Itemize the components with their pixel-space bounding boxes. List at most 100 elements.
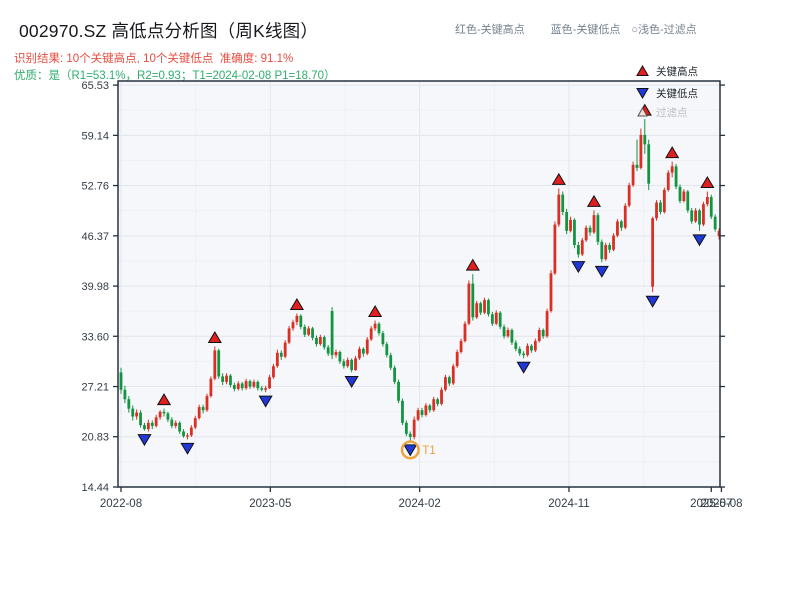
y-tick-label: 65.53 bbox=[81, 80, 109, 92]
candle-body bbox=[397, 381, 400, 401]
y-tick-label: 39.98 bbox=[81, 281, 109, 293]
candle-body bbox=[440, 389, 443, 404]
key-low-marker bbox=[692, 234, 707, 247]
y-tick-label: 52.76 bbox=[81, 181, 109, 193]
legend-label-filtered: 过滤点 bbox=[656, 106, 688, 119]
candle-body bbox=[490, 314, 494, 324]
candle-body bbox=[643, 134, 647, 145]
candle-body bbox=[307, 328, 311, 335]
candle-body bbox=[608, 245, 612, 250]
candle-body bbox=[361, 348, 365, 354]
key-low-marker bbox=[344, 375, 359, 388]
candle-body bbox=[408, 433, 412, 437]
candle-body bbox=[244, 381, 248, 389]
key-low-legend-icon bbox=[636, 88, 649, 99]
candle-body bbox=[264, 388, 268, 390]
candle-body bbox=[201, 407, 205, 411]
candle-body bbox=[514, 342, 518, 349]
result-line: 识别结果: 10个关键高点, 10个关键低点 准确度: 91.1% bbox=[14, 53, 294, 65]
candle-body bbox=[670, 166, 674, 173]
candle-body bbox=[659, 202, 662, 212]
candle-body bbox=[385, 344, 389, 356]
candle-body bbox=[674, 166, 678, 187]
candle-body bbox=[358, 348, 361, 359]
candle-body bbox=[209, 378, 213, 397]
candle-body bbox=[600, 241, 604, 260]
candle-body bbox=[690, 210, 694, 222]
candle-body bbox=[260, 388, 264, 390]
candle-body bbox=[526, 345, 529, 356]
key-high-marker bbox=[207, 331, 222, 344]
candle-body bbox=[639, 134, 643, 168]
legend-item-key-high: 关键高点 bbox=[636, 62, 698, 80]
candle-body bbox=[444, 377, 447, 390]
candle-body bbox=[186, 435, 189, 437]
t1-label: T1 bbox=[422, 445, 435, 457]
candle-body bbox=[494, 312, 498, 324]
candle-body bbox=[451, 366, 455, 384]
key-low-marker bbox=[594, 265, 609, 278]
candle-body bbox=[217, 350, 221, 377]
candle-body bbox=[510, 329, 514, 343]
candle-body bbox=[635, 164, 639, 168]
candle-body bbox=[197, 407, 201, 419]
candle-body bbox=[354, 358, 357, 371]
candle-body bbox=[561, 194, 565, 212]
key-low-marker bbox=[571, 261, 586, 274]
candle-body bbox=[139, 412, 142, 426]
key-high-marker bbox=[551, 172, 566, 185]
candle-body bbox=[592, 215, 596, 233]
candle-body bbox=[240, 383, 244, 389]
key-low-marker bbox=[516, 361, 531, 374]
candle-body bbox=[119, 372, 123, 390]
page-title: 002970.SZ 高低点分析图（周K线图） bbox=[19, 21, 319, 41]
legend-item-filtered: 过滤点 bbox=[636, 103, 688, 121]
candle-body bbox=[166, 413, 170, 420]
key-high-marker bbox=[465, 258, 480, 271]
candle-body bbox=[565, 211, 569, 231]
candle-body bbox=[588, 227, 592, 233]
legend-label-key-high: 关键高点 bbox=[656, 65, 698, 78]
candle-body bbox=[154, 417, 158, 426]
candle-body bbox=[709, 197, 713, 217]
candle-body bbox=[256, 381, 260, 389]
candle-body bbox=[182, 431, 185, 437]
candle-body bbox=[666, 172, 670, 190]
plot-area bbox=[118, 81, 720, 487]
candle-body bbox=[189, 427, 193, 436]
candle-body bbox=[557, 194, 561, 225]
candle-body bbox=[272, 366, 275, 378]
candle-body bbox=[334, 352, 338, 356]
candle-body bbox=[428, 405, 432, 411]
candle-body bbox=[221, 376, 225, 382]
candle-body bbox=[146, 422, 150, 430]
quality-line: 优质：是（R1=53.1%，R2=0.93；T1=2024-02-08 P1=1… bbox=[14, 70, 336, 82]
candle-body bbox=[518, 348, 522, 354]
candle-body bbox=[698, 210, 701, 225]
candle-body bbox=[463, 323, 467, 341]
legend-item-key-low: 关键低点 bbox=[636, 84, 698, 102]
candle-body bbox=[655, 202, 658, 219]
key-low-marker bbox=[137, 434, 152, 447]
candle-body bbox=[502, 326, 506, 337]
candle-body bbox=[541, 329, 545, 337]
candle-body bbox=[315, 337, 318, 345]
candle-body bbox=[389, 355, 393, 368]
candle-body bbox=[318, 337, 322, 345]
x-tick-label: 2025-08 bbox=[700, 498, 742, 510]
candle-body bbox=[393, 367, 397, 382]
candle-body bbox=[143, 425, 146, 430]
y-tick-label: 20.83 bbox=[81, 432, 109, 444]
candle-body bbox=[346, 359, 350, 367]
candle-body bbox=[303, 326, 307, 335]
y-tick-label: 33.60 bbox=[81, 331, 109, 343]
filtered-legend-icon bbox=[637, 106, 648, 117]
candle-body bbox=[487, 300, 490, 315]
candle-body bbox=[291, 322, 295, 329]
y-tick-label: 27.21 bbox=[81, 382, 109, 394]
legend-label-key-low: 关键低点 bbox=[656, 87, 698, 100]
key-high-marker bbox=[368, 305, 383, 318]
candle-body bbox=[549, 273, 553, 312]
candle-body bbox=[162, 411, 166, 414]
